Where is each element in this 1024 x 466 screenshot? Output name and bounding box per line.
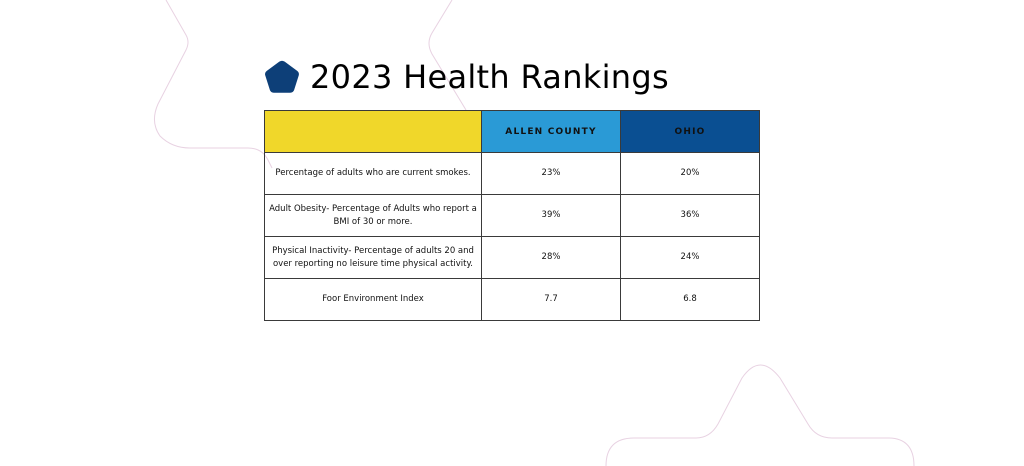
decorative-line-left [154,0,273,169]
table-row: Adult Obesity- Percentage of Adults who … [264,194,760,237]
allen-county-value: 39% [481,194,621,237]
metric-label: Adult Obesity- Percentage of Adults who … [264,194,482,237]
allen-county-value: 7.7 [481,278,621,321]
decorative-line-center [428,0,467,111]
metric-label: Physical Inactivity- Percentage of adult… [264,236,482,279]
ohio-value: 20% [620,152,760,195]
table-header-row: ALLEN COUNTY OHIO [264,110,760,153]
allen-county-value: 23% [481,152,621,195]
page-header: 2023 Health Rankings [263,54,669,100]
header-blank-cell [264,110,482,153]
table-row: Physical Inactivity- Percentage of adult… [264,236,760,279]
pentagon-icon [265,60,299,93]
ohio-value: 6.8 [620,278,760,321]
page-title: 2023 Health Rankings [310,58,669,96]
table-row: Foor Environment Index 7.7 6.8 [264,278,760,321]
metric-label: Foor Environment Index [264,278,482,321]
header-allen-county: ALLEN COUNTY [481,110,621,153]
decorative-line-bottom [605,364,915,466]
allen-county-value: 28% [481,236,621,279]
ohio-value: 24% [620,236,760,279]
metric-label: Percentage of adults who are current smo… [264,152,482,195]
ohio-value: 36% [620,194,760,237]
health-rankings-table: ALLEN COUNTY OHIO Percentage of adults w… [264,110,760,321]
header-ohio: OHIO [620,110,760,153]
table-row: Percentage of adults who are current smo… [264,152,760,195]
